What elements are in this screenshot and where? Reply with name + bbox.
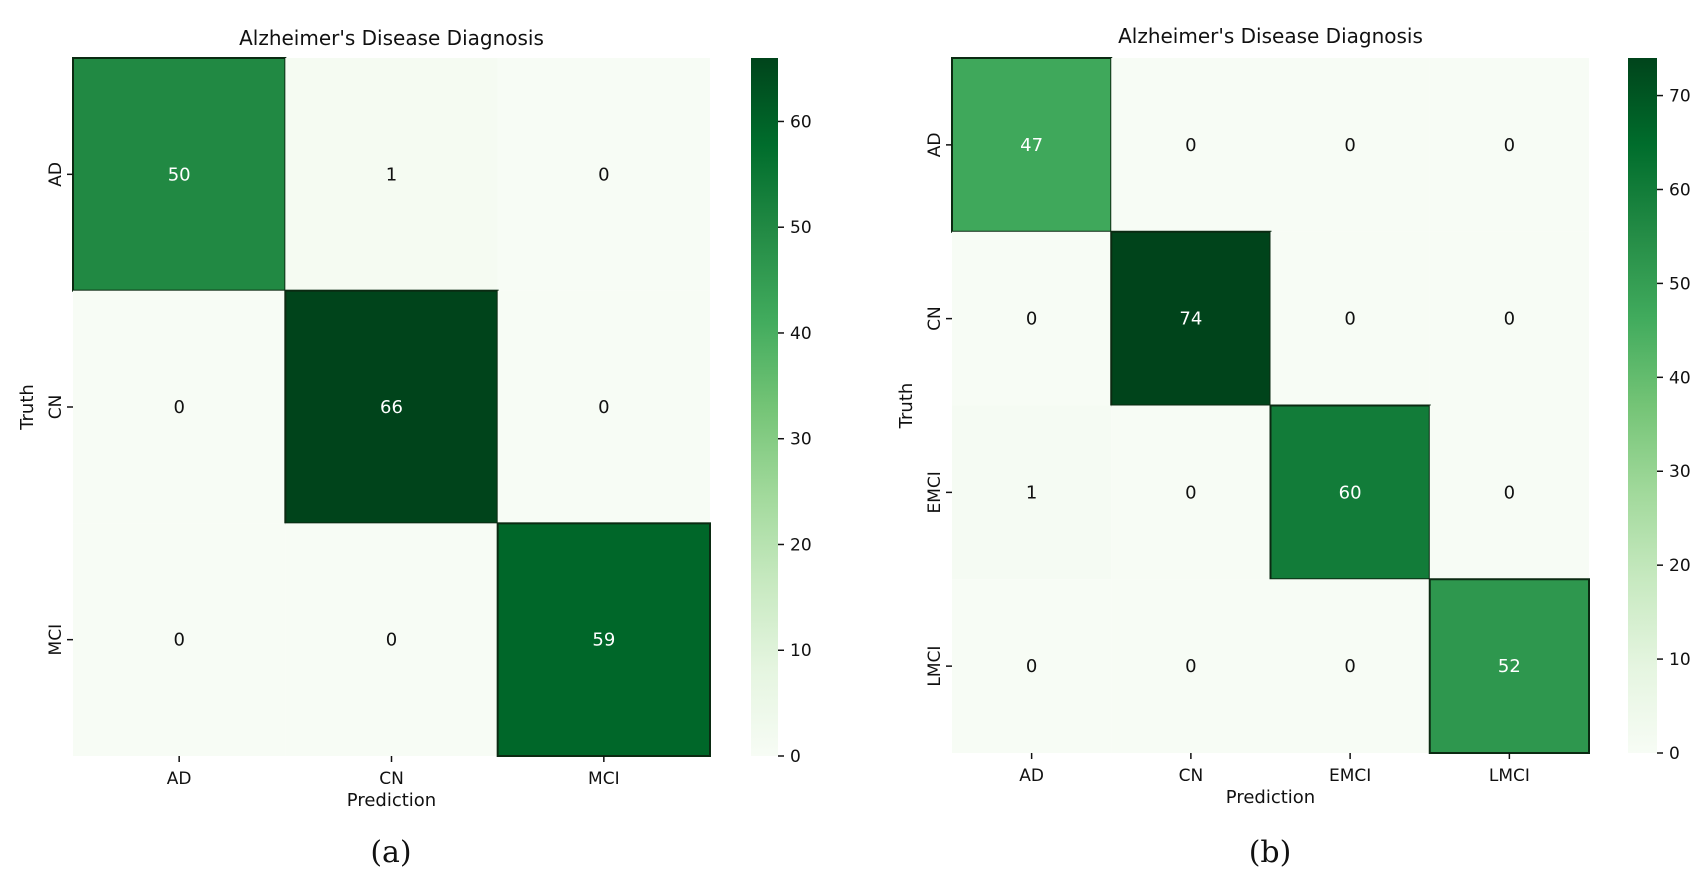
heatmap-cell <box>1270 579 1430 753</box>
cell-value: 0 <box>598 397 609 418</box>
y-tick-label: AD <box>925 133 945 158</box>
cell-value: 0 <box>173 397 184 418</box>
colorbar <box>1628 58 1657 753</box>
colorbar-tick-label: 50 <box>1669 274 1691 294</box>
cell-value: 1 <box>386 164 397 185</box>
heatmap-cell <box>1269 404 1431 581</box>
heatmap-cell <box>1270 231 1430 406</box>
x-tick-label: AD <box>1019 766 1044 786</box>
x-axis-label: Prediction <box>347 790 436 811</box>
colorbar-tick-label: 0 <box>1669 744 1680 764</box>
heatmap-cell <box>1429 231 1589 406</box>
cell-value: 74 <box>1179 309 1202 330</box>
heatmap-cell <box>952 405 1112 580</box>
colorbar-tick-label: 20 <box>790 535 812 555</box>
cell-value: 59 <box>592 630 615 651</box>
colorbar-tick-label: 70 <box>1669 87 1691 107</box>
cell-value: 0 <box>1185 135 1196 156</box>
colorbar-tick-label: 10 <box>790 641 812 661</box>
cell-value: 0 <box>1344 309 1355 330</box>
cell-value: 0 <box>1185 482 1196 503</box>
panel-b: Alzheimer's Disease Diagnosis 47 0 0 0 0 74 0 0 1… <box>896 24 1691 870</box>
y-tick-label: LMCI <box>925 646 945 687</box>
y-axis-label: Truth <box>896 383 917 430</box>
cell-value: 0 <box>386 630 397 651</box>
x-tick-label: EMCI <box>1329 766 1371 786</box>
colorbar-tick-label: 40 <box>790 324 812 344</box>
cell-value: 0 <box>1026 309 1037 330</box>
cell-value: 0 <box>173 630 184 651</box>
colorbar-tick-label: 50 <box>790 218 812 238</box>
colorbar-tick-label: 30 <box>790 430 812 450</box>
heatmap-cell <box>285 523 498 756</box>
heatmap-cell <box>951 57 1113 233</box>
heatmap-cell <box>1110 230 1272 407</box>
y-tick-label: CN <box>925 306 945 331</box>
cell-value: 50 <box>168 164 191 185</box>
colorbar-tick-label: 60 <box>1669 180 1691 200</box>
cell-value: 0 <box>1504 135 1515 156</box>
y-tick-label: AD <box>46 162 66 187</box>
heatmap-cell <box>285 58 498 291</box>
cell-value: 0 <box>1504 309 1515 330</box>
cell-value: 47 <box>1020 135 1043 156</box>
heatmap-cell <box>1429 405 1589 580</box>
colorbar <box>751 58 778 756</box>
cell-value: 52 <box>1498 656 1521 677</box>
cell-value: 0 <box>1504 482 1515 503</box>
heatmap-cell <box>496 522 711 757</box>
y-axis-label: Truth <box>17 384 38 431</box>
colorbar-tick-label: 40 <box>1669 368 1691 388</box>
heatmap-cell <box>72 57 287 292</box>
cell-value: 1 <box>1026 482 1037 503</box>
heatmap-cell <box>1429 58 1589 232</box>
y-tick-label: EMCI <box>925 471 945 513</box>
y-tick-label: MCI <box>46 624 66 656</box>
cell-value: 0 <box>1026 656 1037 677</box>
cell-value: 0 <box>1344 656 1355 677</box>
chart-title: Alzheimer's Disease Diagnosis <box>239 26 544 50</box>
heatmap-cell <box>1111 579 1271 753</box>
cell-value: 0 <box>1344 135 1355 156</box>
panel-caption: (b) <box>1249 835 1292 870</box>
cell-value: 0 <box>1185 656 1196 677</box>
colorbar-tick-label: 20 <box>1669 556 1691 576</box>
colorbar-tick-label: 30 <box>1669 462 1691 482</box>
x-tick-label: CN <box>1179 766 1204 786</box>
colorbar-tick-label: 60 <box>790 112 812 132</box>
cell-value: 0 <box>598 164 609 185</box>
cell-value: 66 <box>380 397 403 418</box>
x-axis-label: Prediction <box>1226 787 1315 808</box>
heatmap-cell <box>1270 58 1430 232</box>
heatmap-cell <box>73 290 286 524</box>
panel-caption: (a) <box>370 835 411 870</box>
heatmap-cell <box>952 231 1112 406</box>
colorbar-tick-label: 10 <box>1669 650 1691 670</box>
heatmap-cell <box>497 290 710 524</box>
heatmap-cell <box>1428 578 1590 754</box>
heatmap-cell <box>1111 58 1271 232</box>
colorbar-tick-label: 0 <box>790 747 801 767</box>
x-tick-label: LMCI <box>1489 766 1530 786</box>
y-tick-label: CN <box>46 395 66 420</box>
x-tick-label: AD <box>167 769 192 789</box>
heatmap-cell <box>952 579 1112 753</box>
heatmap-cell <box>73 523 286 756</box>
x-tick-label: MCI <box>588 769 620 789</box>
heatmap-cell <box>497 58 710 291</box>
heatmap-cell <box>1111 405 1271 580</box>
cell-value: 60 <box>1339 482 1362 503</box>
chart-title: Alzheimer's Disease Diagnosis <box>1118 24 1423 48</box>
x-tick-label: CN <box>379 769 404 789</box>
